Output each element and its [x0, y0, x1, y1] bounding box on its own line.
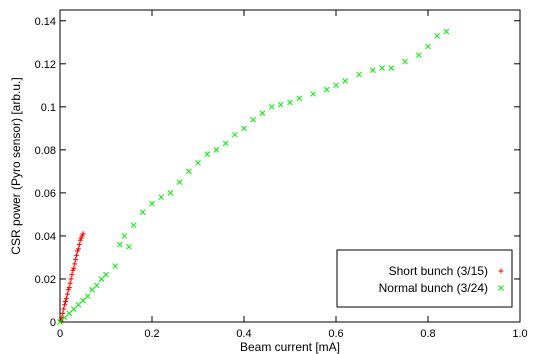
y-axis-label: CSR power (Pyro sensor) [arb.u.] [9, 77, 23, 254]
y-tick-label: 0.06 [35, 188, 56, 200]
legend-marker-normal-bunch [498, 285, 504, 291]
legend: Short bunch (3/15) Normal bunch (3/24) [336, 249, 513, 308]
normal-bunch-point [213, 147, 220, 153]
normal-bunch-point [287, 99, 293, 106]
normal-bunch-point [443, 28, 450, 35]
short-bunch-point [68, 276, 74, 282]
short-bunch-point [76, 242, 82, 248]
short-bunch-point [63, 295, 69, 301]
y-tick-label: 0.12 [35, 59, 56, 71]
normal-bunch-point [259, 110, 266, 117]
y-tick-label: 0.02 [35, 274, 56, 286]
short-bunch-point [67, 280, 73, 286]
normal-bunch-point [425, 43, 431, 50]
normal-bunch-point [167, 190, 174, 196]
normal-bunch-point [176, 179, 183, 185]
x-tick-label: 0.4 [236, 328, 251, 340]
legend-label-short-bunch: Short bunch (3/15) [389, 264, 488, 278]
normal-bunch-point [268, 103, 275, 110]
short-bunch-point [73, 257, 79, 263]
normal-bunch-point [84, 293, 91, 300]
normal-bunch-point [121, 233, 128, 239]
short-bunch-point [64, 291, 70, 297]
normal-bunch-point [231, 131, 238, 138]
normal-bunch-point [195, 159, 201, 166]
y-tick-label: 0.1 [41, 102, 56, 114]
x-tick-label: 0.2 [144, 328, 159, 340]
y-tick-label: 0.14 [35, 16, 56, 28]
normal-bunch-point [75, 301, 82, 308]
normal-bunch-point [80, 297, 86, 304]
tick-labels: 0 0.2 0.4 0.6 0.8 1.0 0 0.02 0.04 0.06 0.08 0.1 0.12… [35, 16, 528, 340]
normal-bunch-point [402, 58, 408, 65]
normal-bunch-point [61, 314, 68, 321]
normal-bunch-point [296, 95, 303, 102]
normal-bunch-point [126, 243, 132, 250]
normal-bunch-point [333, 82, 339, 89]
short-bunch-point [72, 261, 78, 267]
normal-bunch-point [342, 78, 349, 84]
normal-bunch-point [149, 200, 155, 207]
y-tick-label: 0 [50, 317, 56, 329]
x-tick-label: 0.6 [328, 328, 343, 340]
normal-bunch-point [116, 241, 123, 248]
short-bunch-point [71, 265, 77, 271]
normal-bunch-point [89, 286, 96, 293]
short-bunch-point [74, 252, 80, 258]
short-bunch-point [80, 231, 86, 237]
short-bunch-point [60, 310, 66, 316]
normal-bunch-point [369, 67, 376, 74]
axis-ticks [59, 10, 521, 323]
short-bunch-point [66, 285, 72, 291]
normal-bunch-point [98, 276, 105, 282]
normal-bunch-point [388, 65, 395, 71]
normal-bunch-point [277, 101, 284, 108]
short-bunch-point [61, 306, 67, 312]
normal-bunch-point [204, 151, 211, 158]
legend-label-normal-bunch: Normal bunch (3/24) [379, 281, 488, 295]
normal-bunch-point [103, 271, 109, 278]
normal-bunch-point [250, 116, 257, 123]
normal-bunch-point [356, 71, 362, 78]
normal-bunch-point [158, 194, 165, 201]
normal-bunch-point [70, 306, 77, 312]
short-bunch-point [62, 302, 68, 308]
normal-bunch-point [241, 125, 247, 132]
y-tick-label: 0.08 [35, 145, 56, 157]
normal-bunch-point [434, 32, 441, 39]
normal-bunch-point [139, 209, 146, 216]
normal-bunch-point [185, 168, 192, 175]
short-bunch-point [59, 315, 65, 321]
normal-bunch-point [130, 222, 137, 229]
x-tick-label: 1.0 [512, 328, 527, 340]
normal-bunch-point [415, 52, 422, 59]
normal-bunch-point [57, 319, 63, 325]
normal-bunch-point [93, 282, 100, 289]
legend-marker-short-bunch [498, 268, 504, 274]
normal-bunch-point [323, 86, 330, 93]
short-bunch-point [63, 299, 69, 305]
legend-box [336, 249, 513, 308]
normal-bunch-point [112, 263, 119, 269]
normal-bunch-point [66, 310, 73, 317]
normal-bunch-point [310, 91, 316, 97]
normal-bunch-point [222, 140, 229, 147]
data-points [57, 28, 450, 325]
short-bunch-point [75, 246, 81, 252]
x-tick-label: 0 [57, 328, 63, 340]
legend-markers [498, 268, 504, 291]
normal-bunch-point [379, 65, 385, 71]
short-bunch-point [69, 272, 75, 278]
y-tick-label: 0.04 [35, 231, 56, 243]
x-axis-label: Beam current [mA] [240, 340, 340, 354]
x-tick-label: 0.8 [420, 328, 435, 340]
